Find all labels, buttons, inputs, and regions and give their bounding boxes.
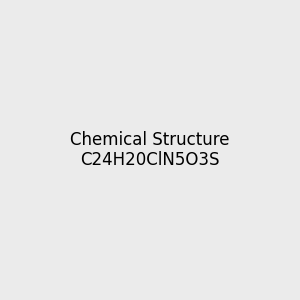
Text: Chemical Structure
C24H20ClN5O3S: Chemical Structure C24H20ClN5O3S <box>70 130 230 170</box>
